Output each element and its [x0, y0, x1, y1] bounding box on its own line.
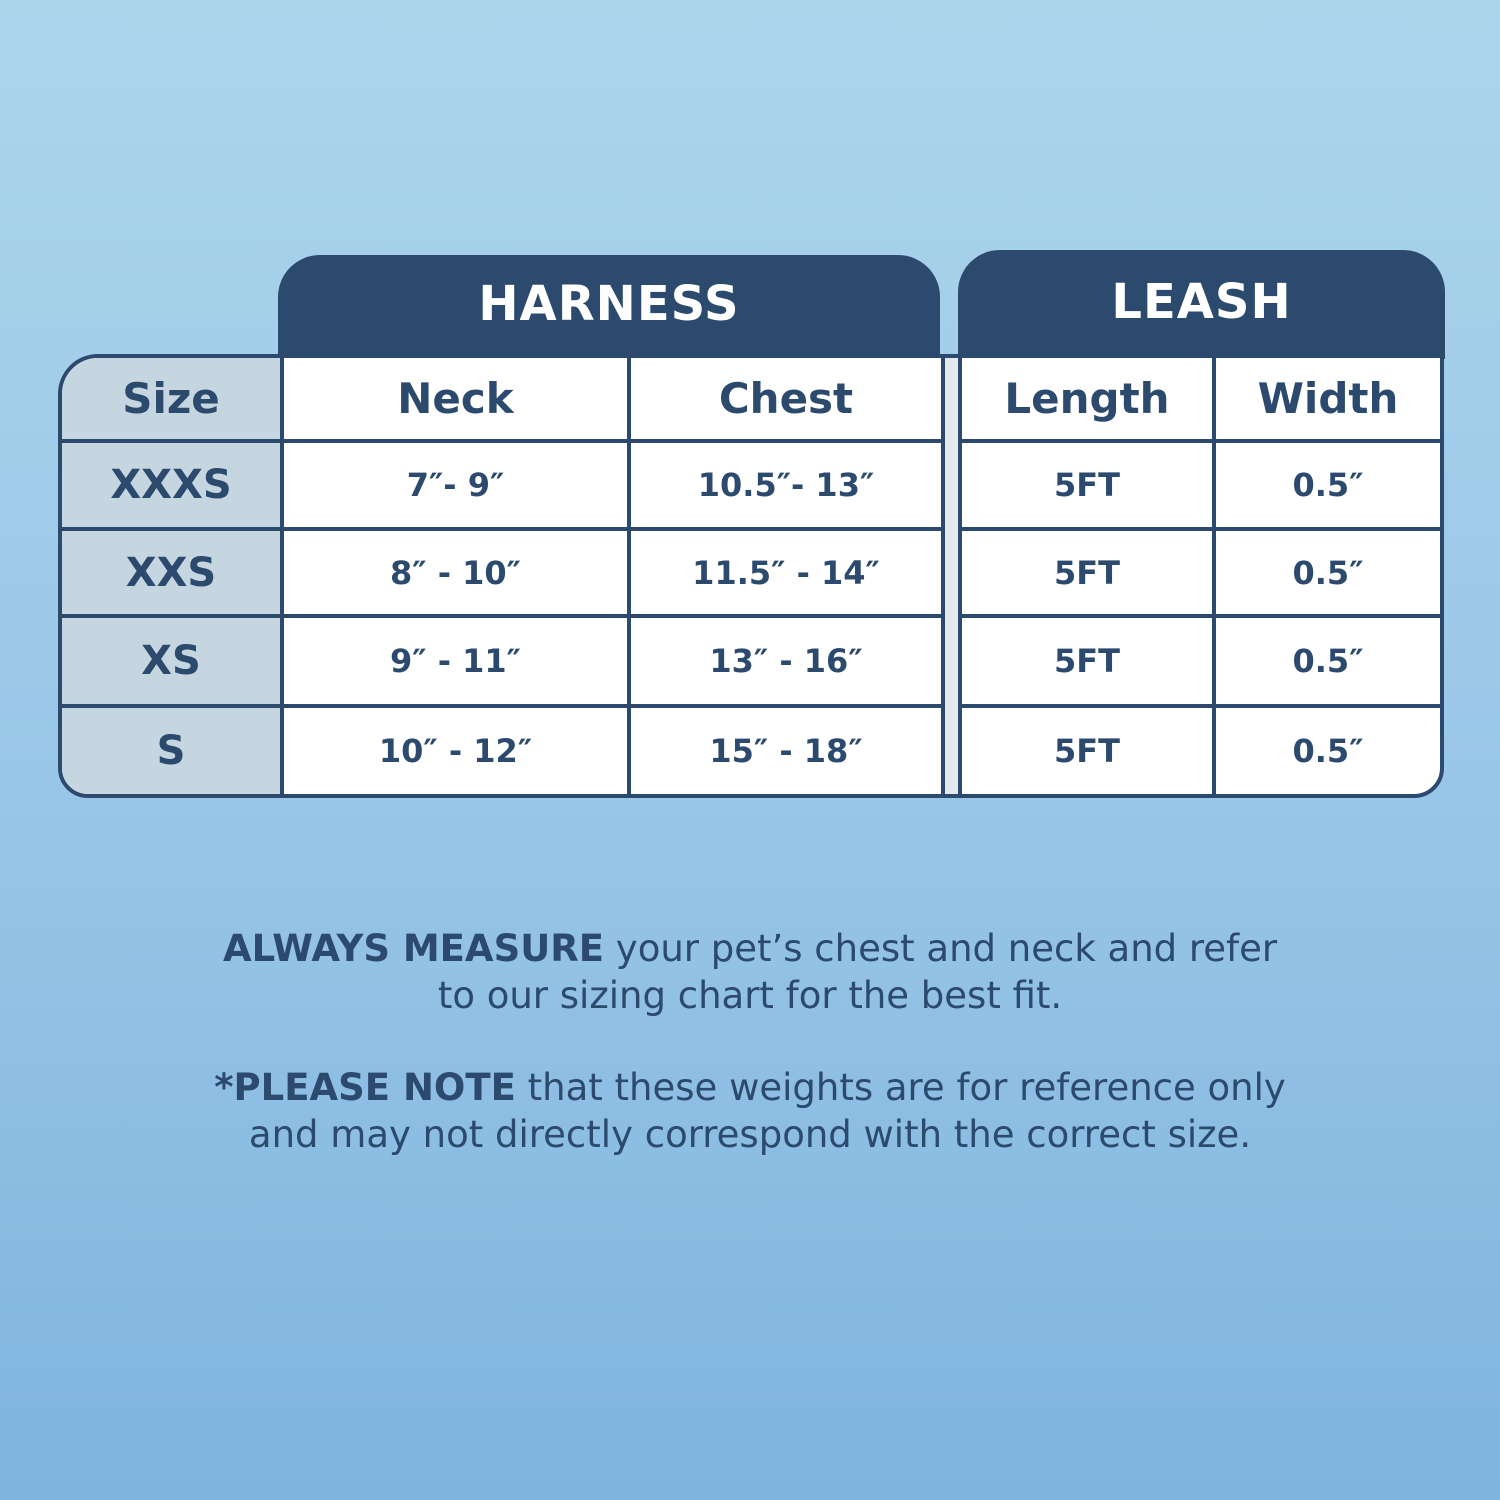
measure-bold: ALWAYS MEASURE [222, 927, 605, 970]
column-length: Length 5FT 5FT 5FT 5FT [962, 358, 1212, 794]
please-line2: and may not directly correspond with the… [248, 1113, 1252, 1156]
column-divider [958, 358, 962, 794]
cell-width: 0.5″ [1216, 618, 1440, 708]
size-column [62, 358, 280, 794]
cell-size: XS [62, 618, 280, 708]
cell-width: 0.5″ [1292, 732, 1364, 770]
cell-width: 0.5″ [1216, 531, 1440, 618]
harness-header: HARNESS [278, 255, 940, 359]
column-divider [280, 358, 284, 794]
cell-neck: 10″ - 12″ [378, 732, 533, 770]
cell-size: XXS [62, 531, 280, 618]
header-width: Width [1216, 358, 1440, 443]
table-gap [941, 358, 962, 794]
cell-length: 5FT [1054, 732, 1120, 770]
cell-size: XXXS [62, 443, 280, 531]
header-neck: Neck [284, 358, 627, 443]
column-chest: Chest 10.5″- 13″ 11.5″ - 14″ 13″ - 16″ 15″ -… [631, 358, 941, 794]
header-chest: Chest [631, 358, 941, 443]
please-line1: that these weights are for reference onl… [515, 1066, 1286, 1109]
cell-chest: 10.5″- 13″ [631, 443, 941, 531]
column-divider [627, 358, 631, 794]
header-size: Size [62, 358, 280, 443]
column-divider [941, 358, 945, 794]
cell-size: S [156, 728, 186, 774]
column-neck: Neck 7″- 9″ 8″ - 10″ 9″ - 11″ 10″ - 12″ [284, 358, 627, 794]
cell-chest: 15″ - 18″ [709, 732, 863, 770]
leash-header: LEASH [958, 250, 1445, 359]
cell-chest: 13″ - 16″ [631, 618, 941, 708]
please-bold: *PLEASE NOTE [214, 1066, 516, 1109]
cell-length: 5FT [962, 618, 1212, 708]
measure-note: ALWAYS MEASURE your pet’s chest and neck… [0, 925, 1500, 1019]
cell-neck: 9″ - 11″ [284, 618, 627, 708]
column-divider [1212, 358, 1216, 794]
column-width: Width 0.5″ 0.5″ 0.5″ 0.5″ [1216, 358, 1440, 794]
cell-neck: 8″ - 10″ [284, 531, 627, 618]
please-note: *PLEASE NOTE that these weights are for … [0, 1064, 1500, 1158]
measure-line1: your pet’s chest and neck and refer [604, 927, 1278, 970]
cell-length: 5FT [962, 531, 1212, 618]
header-length: Length [962, 358, 1212, 443]
cell-chest: 11.5″ - 14″ [631, 531, 941, 618]
size-chart-table: Size XXXS XXS XS S Neck 7″- 9″ 8″ - 10″ 9″ - 11″… [58, 354, 1444, 798]
cell-length: 5FT [962, 443, 1212, 531]
cell-width: 0.5″ [1216, 443, 1440, 531]
measure-line2: to our sizing chart for the best fit. [437, 974, 1063, 1017]
column-size: Size XXXS XXS XS S [62, 358, 280, 794]
cell-neck: 7″- 9″ [284, 443, 627, 531]
